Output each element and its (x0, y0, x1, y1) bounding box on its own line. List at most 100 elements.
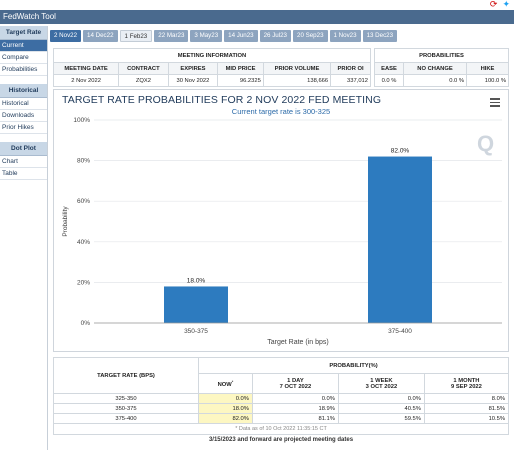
twitter-icon[interactable]: ✦ (502, 0, 510, 9)
sidebar-item-table[interactable]: Table (0, 168, 47, 180)
value-cell: 81.1% (251, 413, 339, 424)
bar-chart: 0% 20% 40% 60% 80% 100% 18.0% 350-375 82.0% 375-4… (62, 117, 502, 346)
y-tick-label: 20% (77, 279, 90, 286)
footer-note: 3/15/2023 and forward are projected meet… (208, 437, 354, 443)
meeting-info-table: MEETING INFORMATION MEETING DATE CONTRAC… (52, 48, 371, 87)
bar-data-label: 82.0% (391, 148, 410, 155)
rate-cell: 375-400 (53, 413, 199, 424)
prior-volume-value: 138,666 (262, 74, 332, 87)
mid-price-value: 96.2325 (217, 74, 264, 87)
sidebar-item-probabilities[interactable]: Probabilities (0, 64, 47, 76)
col-meeting-date: MEETING DATE (52, 62, 120, 75)
value-cell: 18.9% (251, 403, 339, 414)
col-expires: EXPIRES (167, 62, 219, 75)
value-cell: 40.5% (337, 403, 425, 414)
value-cell: 59.5% (337, 413, 425, 424)
tab-2nov22[interactable]: 2 Nov22 (50, 30, 82, 42)
sidebar-heading-target-rate: Target Rate (0, 26, 47, 40)
top-strip: ⟳ ✦ (0, 0, 514, 10)
bar-data-label: 18.0% (187, 277, 206, 284)
col-1day: 1 DAY 7 OCT 2022 (251, 373, 339, 394)
table-row: 325-350 0.0% 0.0% 0.0% 8.0% (53, 393, 510, 404)
col-1week-line2: 3 OCT 2022 (365, 383, 398, 390)
tab-3may23[interactable]: 3 May23 (190, 30, 223, 42)
y-tick-label: 60% (77, 198, 90, 205)
prior-oi-value: 337,012 (330, 74, 371, 87)
tab-26jul23[interactable]: 26 Jul23 (259, 30, 292, 42)
col-hike: HIKE (466, 62, 509, 75)
value-cell: 82.0% (198, 413, 253, 424)
tab-14jun23[interactable]: 14 Jun23 (224, 30, 258, 42)
col-prior-oi: PRIOR OI (330, 62, 371, 75)
value-cell: 0.0% (198, 393, 253, 404)
sidebar-item-current[interactable]: Current (0, 40, 47, 52)
tab-1feb23[interactable]: 1 Feb23 (119, 30, 153, 42)
value-cell: 81.5% (423, 403, 510, 414)
tab-22mar23[interactable]: 22 Mar23 (154, 30, 189, 42)
col-now: NOW* (198, 373, 253, 394)
tab-20sep23[interactable]: 20 Sep23 (293, 30, 328, 42)
rate-cell: 350-375 (53, 403, 199, 414)
col-1week: 1 WEEK 3 OCT 2022 (337, 373, 425, 394)
col-no-change: NO CHANGE (403, 62, 468, 75)
x-axis-label: Target Rate (in bps) (267, 339, 328, 346)
chart-title: TARGET RATE PROBABILITIES FOR 2 NOV 2022… (62, 94, 382, 106)
refresh-icon[interactable]: ⟳ (489, 0, 498, 9)
col-ease: EASE (373, 62, 405, 75)
col-prior-volume: PRIOR VOLUME (262, 62, 332, 75)
y-tick-label: 0% (81, 320, 91, 327)
col-1month: 1 MONTH 9 SEP 2022 (423, 373, 510, 394)
probabilities-heading: PROBABILITIES (374, 48, 509, 63)
rate-header: TARGET RATE (BPS) (53, 357, 199, 394)
y-tick-label: 80% (77, 158, 90, 165)
tab-14dec22[interactable]: 14 Dec22 (83, 30, 118, 42)
probability-table-panel: TARGET RATE (BPS) PROBABILITY(%) NOW* 1 … (53, 357, 510, 435)
value-cell: 0.0% (337, 393, 425, 404)
sidebar-item-downloads[interactable]: Downloads (0, 110, 47, 122)
contract-value: ZQX2 (118, 74, 169, 87)
bar (368, 156, 432, 323)
sidebar-item-historical[interactable]: Historical (0, 98, 47, 110)
sidebar-item-prior-hikes[interactable]: Prior Hikes (0, 122, 47, 134)
ease-value: 0.0 % (373, 74, 405, 87)
y-tick-label: 100% (73, 117, 90, 124)
y-axis-label: Probability (62, 206, 69, 237)
col-1day-line2: 7 OCT 2022 (279, 383, 312, 390)
col-1week-line1: 1 WEEK (370, 377, 393, 384)
window-title: FedWatch Tool (0, 10, 514, 24)
tab-1nov23[interactable]: 1 Nov23 (329, 30, 361, 42)
data-timestamp-note: * Data as of 10 Oct 2022 11:35:15 CT (53, 423, 509, 435)
sidebar: Target Rate Current Compare Probabilitie… (0, 26, 48, 450)
hamburger-menu-icon[interactable] (490, 98, 500, 109)
col-1month-line1: 1 MONTH (453, 377, 480, 384)
info-panels: MEETING INFORMATION MEETING DATE CONTRAC… (52, 48, 509, 87)
no-change-value: 0.0 % (403, 74, 468, 87)
meeting-info-heading: MEETING INFORMATION (53, 48, 371, 63)
sidebar-heading-historical: Historical (0, 84, 47, 98)
probability-table: TARGET RATE (BPS) PROBABILITY(%) NOW* 1 … (53, 357, 510, 435)
col-1day-line1: 1 DAY (287, 377, 304, 384)
watermark-logo: Q (477, 131, 495, 156)
value-cell: 18.0% (198, 403, 253, 414)
sidebar-item-chart[interactable]: Chart (0, 156, 47, 168)
expires-value: 30 Nov 2022 (167, 74, 219, 87)
hike-value: 100.0 % (466, 74, 509, 87)
value-cell: 10.5% (423, 413, 510, 424)
col-contract: CONTRACT (118, 62, 169, 75)
probabilities-summary-table: PROBABILITIES EASE NO CHANGE HIKE 0.0 % … (373, 48, 509, 87)
col-now-label: NOW (217, 381, 232, 388)
value-cell: 0.0% (251, 393, 339, 404)
sidebar-item-compare[interactable]: Compare (0, 52, 47, 64)
x-tick-label: 375-400 (388, 328, 412, 335)
sidebar-heading-dot-plot: Dot Plot (0, 142, 47, 156)
tab-13dec23[interactable]: 13 Dec23 (362, 30, 398, 42)
x-tick-label: 350-375 (184, 328, 208, 335)
meeting-date-value: 2 Nov 2022 (52, 74, 120, 87)
probability-header: PROBABILITY(%) (198, 357, 509, 374)
rate-cell: 325-350 (53, 393, 199, 404)
table-row: 375-400 82.0% 81.1% 59.5% 10.5% (53, 413, 510, 424)
y-tick-label: 40% (77, 239, 90, 246)
col-mid-price: MID PRICE (217, 62, 264, 75)
chart-panel: TARGET RATE PROBABILITIES FOR 2 NOV 2022… (53, 89, 509, 352)
bar (164, 286, 228, 323)
